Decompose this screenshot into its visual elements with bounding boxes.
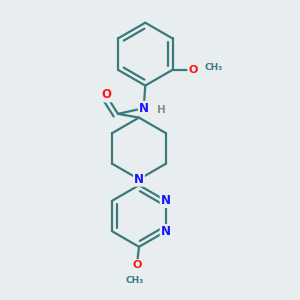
Text: O: O — [101, 88, 111, 101]
Text: O: O — [133, 260, 142, 270]
Text: CH₃: CH₃ — [205, 63, 223, 72]
Text: N: N — [161, 194, 171, 207]
Text: N: N — [139, 102, 149, 115]
Text: O: O — [188, 65, 198, 75]
Text: N: N — [134, 173, 144, 186]
Text: H: H — [157, 105, 166, 115]
Text: N: N — [161, 225, 171, 238]
Text: CH₃: CH₃ — [126, 276, 144, 285]
